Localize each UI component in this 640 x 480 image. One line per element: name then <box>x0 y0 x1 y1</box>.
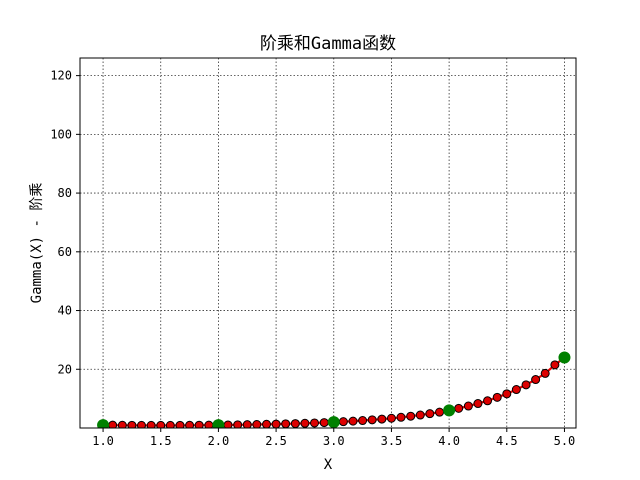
y-tick-label: 60 <box>58 245 72 259</box>
gamma-point <box>271 419 281 428</box>
gamma-point <box>511 385 521 395</box>
factorial-point <box>558 351 571 364</box>
gamma-point <box>483 396 493 406</box>
y-tick-label: 20 <box>58 362 72 376</box>
gamma-point <box>310 418 320 428</box>
factorial-point <box>97 419 110 428</box>
gamma-point <box>281 419 291 428</box>
x-tick-label: 2.5 <box>265 434 287 448</box>
y-axis-label: Gamma(X) - 阶乘 <box>29 183 45 304</box>
axes-frame <box>79 57 577 429</box>
gamma-point <box>252 420 262 428</box>
gamma-point <box>358 416 368 426</box>
gamma-point <box>127 420 137 428</box>
gamma-point <box>502 389 512 399</box>
gamma-point <box>396 412 406 422</box>
gamma-point <box>415 410 425 420</box>
gamma-point <box>425 409 435 419</box>
gamma-point <box>175 420 185 428</box>
gamma-point <box>473 399 483 409</box>
gamma-point <box>338 417 348 427</box>
gamma-point <box>165 420 175 428</box>
gamma-point <box>367 415 377 425</box>
gamma-point <box>531 375 541 385</box>
gamma-point <box>348 416 358 426</box>
factorial-point <box>212 419 225 428</box>
gamma-point <box>435 407 445 417</box>
gamma-point <box>262 419 272 428</box>
gamma-point <box>185 420 195 428</box>
gamma-point <box>117 420 127 428</box>
gamma-point <box>146 420 156 428</box>
x-tick-label: 2.0 <box>208 434 230 448</box>
gamma-point <box>377 414 387 424</box>
gamma-point <box>242 420 252 428</box>
gamma-point <box>550 360 560 370</box>
gamma-point <box>194 420 204 428</box>
gamma-point <box>454 403 464 413</box>
plot-area <box>97 351 571 428</box>
y-tick-label: 40 <box>58 304 72 318</box>
gamma-point <box>233 420 243 428</box>
x-tick-label: 4.5 <box>496 434 518 448</box>
x-tick-label: 5.0 <box>554 434 576 448</box>
ticks: 1.0 1.5 2.0 2.5 3.0 3.5 4.0 4.5 5.0 20 40 60 80 100 12… <box>50 69 575 448</box>
gamma-point <box>300 418 310 428</box>
chart-title: 阶乘和Gamma函数 <box>260 34 396 54</box>
gamma-point <box>521 380 531 390</box>
x-axis-label: X <box>324 457 333 473</box>
gamma-point <box>319 418 329 428</box>
x-tick-label: 1.5 <box>150 434 172 448</box>
y-tick-label: 100 <box>50 127 72 141</box>
gamma-point <box>540 368 550 378</box>
series-group <box>97 351 571 428</box>
x-tick-label: 3.5 <box>381 434 403 448</box>
gamma-point <box>386 413 396 423</box>
factorial-point <box>327 416 340 428</box>
x-tick-label: 1.0 <box>92 434 114 448</box>
grid <box>80 58 576 428</box>
gamma-point <box>406 411 416 421</box>
gamma-point <box>136 420 146 428</box>
gamma-point <box>290 419 300 428</box>
factorial-point <box>443 404 456 417</box>
y-tick-label: 120 <box>50 69 72 83</box>
x-tick-label: 3.0 <box>323 434 345 448</box>
y-tick-label: 80 <box>58 186 72 200</box>
gamma-point <box>492 392 502 402</box>
gamma-point <box>156 420 166 428</box>
gamma-point <box>463 401 473 411</box>
x-tick-label: 4.0 <box>438 434 460 448</box>
